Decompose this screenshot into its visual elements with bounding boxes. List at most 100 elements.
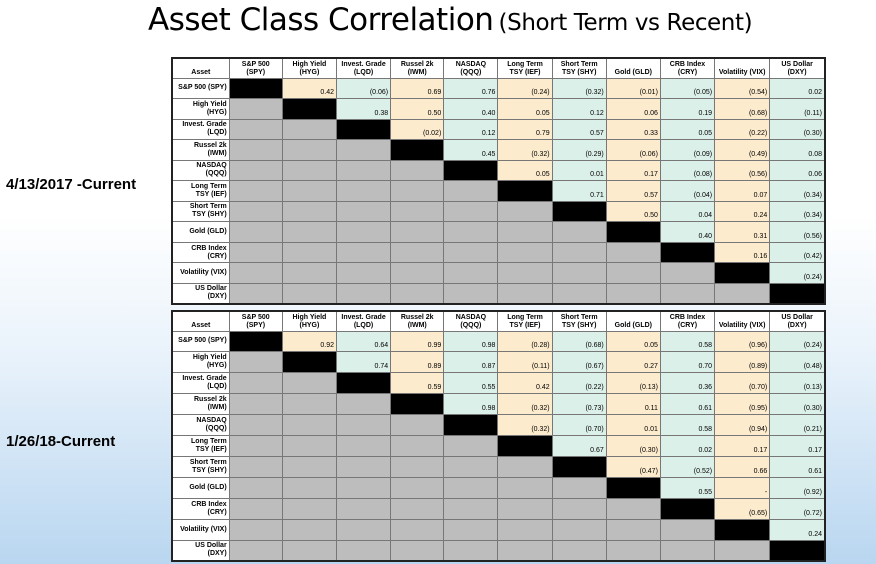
- empty-cell: [551, 221, 607, 243]
- empty-cell: [281, 180, 337, 202]
- row-header-line: S&P 500 (SPY): [178, 337, 227, 345]
- row-header-line: High Yield: [192, 354, 227, 362]
- correlation-value: (0.11): [769, 98, 826, 120]
- period-label-2: 1/26/18-Current: [6, 433, 116, 450]
- empty-cell: [443, 497, 499, 520]
- table-row: S&P 500 (SPY) 0.42 (0.06) 0.69 0.76 (0.24) (0.…: [171, 77, 826, 100]
- column-header-line: Invest. Grade: [341, 313, 386, 321]
- correlation-table-2018: Asset S&P 500 (SPY) High Yield (HYG) Invest.…: [171, 310, 826, 562]
- correlation-value: 0.61: [659, 393, 716, 416]
- column-header-line: Short Term: [560, 313, 598, 321]
- empty-cell: [390, 476, 445, 499]
- table-row: Russel 2k (IWM) 0.98 (0.32) (0.73) 0.11 0.61 (0…: [171, 393, 826, 416]
- empty-cell: [390, 518, 445, 541]
- correlation-value: (0.48): [769, 351, 826, 374]
- empty-cell: [390, 221, 445, 243]
- row-header: S&P 500 (SPY): [171, 77, 230, 100]
- correlation-value: 0.27: [605, 351, 661, 374]
- diagonal-cell: [769, 282, 826, 305]
- correlation-table-2017: Asset S&P 500 (SPY) High Yield (HYG) Invest.…: [171, 57, 826, 305]
- empty-cell: [281, 282, 337, 305]
- corner-label: Asset: [171, 310, 230, 332]
- row-header: High Yield (HYG): [171, 98, 230, 120]
- empty-cell: [497, 241, 553, 264]
- correlation-value: 0.01: [551, 159, 607, 182]
- correlation-value: 0.55: [659, 476, 716, 499]
- correlation-value: 0.71: [551, 180, 607, 202]
- correlation-value: (0.49): [714, 139, 771, 161]
- correlation-value: 0.05: [497, 98, 553, 120]
- row-header-line: Long Term: [191, 182, 227, 190]
- column-header-line: TSY (SHY): [561, 321, 597, 329]
- empty-cell: [228, 221, 283, 243]
- column-header-line: S&P 500 (SPY): [241, 60, 270, 76]
- correlation-value: 0.02: [659, 435, 716, 457]
- empty-cell: [281, 539, 337, 562]
- row-header: US Dollar (DXY): [171, 539, 230, 562]
- column-header: Long Term TSY (IEF): [497, 57, 553, 79]
- column-header-line: (DXY): [787, 321, 807, 329]
- row-header-line: Gold (GLD): [189, 227, 227, 235]
- correlation-value: (0.28): [497, 330, 553, 353]
- diagonal-cell: [390, 139, 445, 161]
- empty-cell: [443, 262, 499, 284]
- column-header: Gold (GLD): [605, 310, 661, 332]
- correlation-value: 0.38: [335, 98, 392, 120]
- correlation-value: 0.59: [390, 372, 445, 395]
- empty-cell: [335, 414, 392, 437]
- correlation-value: (0.13): [769, 372, 826, 395]
- correlation-value: (0.22): [551, 372, 607, 395]
- empty-cell: [659, 518, 716, 541]
- column-header-line: US Dollar: [781, 60, 813, 68]
- empty-cell: [551, 539, 607, 562]
- correlation-value: (0.94): [714, 414, 771, 437]
- empty-cell: [605, 241, 661, 264]
- row-header: Russel 2k (IWM): [171, 139, 230, 161]
- correlation-value: (0.24): [497, 77, 553, 100]
- correlation-value: 0.04: [659, 200, 716, 223]
- correlation-value: 0.06: [605, 98, 661, 120]
- correlation-value: (0.05): [659, 77, 716, 100]
- correlation-value: (0.24): [769, 330, 826, 353]
- correlation-value: 0.33: [605, 118, 661, 141]
- empty-cell: [228, 351, 283, 374]
- diagonal-cell: [605, 476, 661, 499]
- empty-cell: [335, 476, 392, 499]
- correlation-value: 0.17: [714, 435, 771, 457]
- column-header-line: Russel 2k: [400, 313, 434, 321]
- empty-cell: [228, 455, 283, 478]
- row-header: Long Term TSY (IEF): [171, 435, 230, 457]
- diagonal-cell: [659, 497, 716, 520]
- row-header-line: TSY (SHY): [192, 466, 227, 474]
- empty-cell: [443, 180, 499, 202]
- empty-cell: [605, 262, 661, 284]
- empty-cell: [228, 476, 283, 499]
- column-header-line: (CRY): [677, 321, 698, 329]
- correlation-value: (0.21): [769, 414, 826, 437]
- correlation-value: 0.05: [605, 330, 661, 353]
- column-header: Long Term TSY (IEF): [497, 310, 553, 332]
- correlation-value: (0.96): [714, 330, 771, 353]
- table-row: US Dollar (DXY): [171, 539, 826, 562]
- empty-cell: [497, 262, 553, 284]
- row-header: CRB Index (CRY): [171, 241, 230, 264]
- empty-cell: [335, 139, 392, 161]
- column-header-line: (QQQ): [460, 68, 482, 76]
- row-header-line: Volatility (VIX): [180, 269, 227, 277]
- correlation-value: 0.89: [390, 351, 445, 374]
- table-row: NASDAQ (QQQ) 0.05 0.01 0.17 (0.08) (0.56) 0.06: [171, 159, 826, 182]
- correlation-value: (0.92): [769, 476, 826, 499]
- empty-cell: [335, 282, 392, 305]
- column-header-line: (LQD): [353, 68, 374, 76]
- correlation-value: (0.09): [659, 139, 716, 161]
- empty-cell: [228, 200, 283, 223]
- empty-cell: [605, 497, 661, 520]
- correlation-value: (0.29): [551, 139, 607, 161]
- correlation-value: (0.30): [605, 435, 661, 457]
- column-header: S&P 500 (SPY): [228, 310, 283, 332]
- empty-cell: [335, 262, 392, 284]
- correlation-value: (0.67): [551, 351, 607, 374]
- empty-cell: [281, 118, 337, 141]
- row-header-line: Long Term: [191, 437, 227, 445]
- correlation-value: 0.36: [659, 372, 716, 395]
